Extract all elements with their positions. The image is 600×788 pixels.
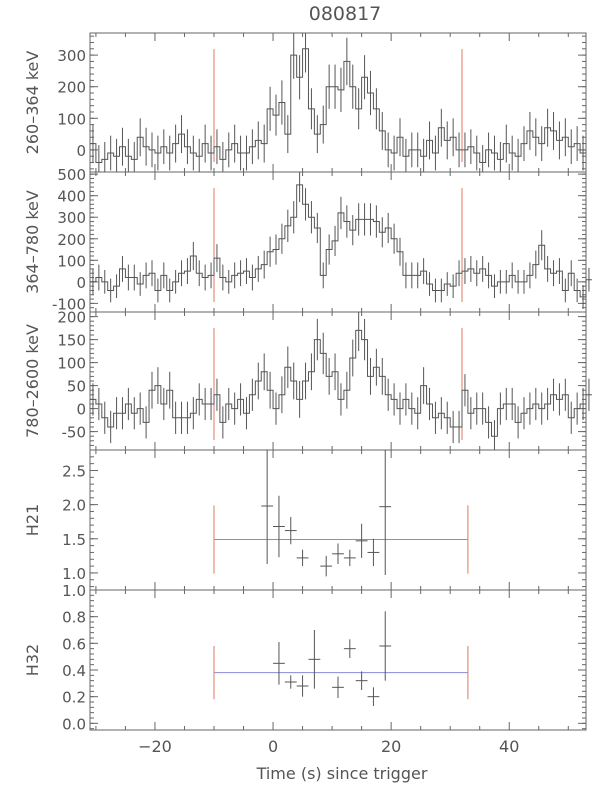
y-tick-label: 2.5 <box>62 462 86 480</box>
y-tick-label: 1.0 <box>62 565 86 583</box>
lightcurve-step <box>90 329 592 437</box>
y-tick-label: 300 <box>57 209 86 227</box>
y-tick-label: 100 <box>57 252 86 270</box>
y-tick-label: -50 <box>62 424 87 442</box>
panel-p2: -100 0 100 200 300 400 500 364–780 keV <box>23 166 592 313</box>
y-tick-label: 300 <box>57 47 86 65</box>
panel-p3: -50 0 50 100 150 200 780–2600 keV <box>23 309 592 451</box>
panel-frame <box>89 171 587 313</box>
y-axis-label: 260–364 keV <box>23 51 42 155</box>
x-tick-label: 20 <box>381 737 401 756</box>
panel-p4: 1.0 1.5 2.0 2.5 H21 <box>23 449 587 591</box>
y-tick-label: 2.0 <box>62 497 86 515</box>
y-tick-label: 50 <box>67 378 86 396</box>
panel-frame <box>89 589 587 731</box>
y-axis-label: 364–780 keV <box>23 190 42 294</box>
panel-p1: 0 100 200 300 260–364 keV <box>23 32 587 173</box>
y-tick-label: 0.6 <box>62 635 86 653</box>
lightcurve-step <box>90 48 586 164</box>
panel-frame <box>89 449 587 591</box>
x-tick-label: 40 <box>499 737 519 756</box>
y-tick-label: 0.4 <box>62 662 86 680</box>
y-tick-label: 1.5 <box>62 531 86 549</box>
y-tick-label: 100 <box>57 355 86 373</box>
y-tick-label: 0 <box>76 274 86 292</box>
y-axis-label: H21 <box>23 504 42 536</box>
y-tick-label: 0 <box>76 401 86 419</box>
y-tick-label: 500 <box>57 166 86 184</box>
y-tick-label: 0 <box>76 142 86 160</box>
y-tick-label: 200 <box>57 309 86 327</box>
x-tick-label: 0 <box>268 737 278 756</box>
y-axis-label: H32 <box>23 644 42 676</box>
y-tick-label: 200 <box>57 79 86 97</box>
y-tick-label: 100 <box>57 110 86 128</box>
y-tick-label: 200 <box>57 231 86 249</box>
y-tick-label: 150 <box>57 332 86 350</box>
x-axis-label: Time (s) since trigger <box>256 764 428 783</box>
y-tick-label: 0.2 <box>62 689 86 707</box>
y-axis-label: 780–2600 keV <box>23 324 42 438</box>
panel-p5: 0.0 0.2 0.4 0.6 0.8 1.0 H32 −20 0 20 40 <box>23 582 587 756</box>
y-tick-label: 400 <box>57 188 86 206</box>
y-tick-label: 0.0 <box>62 715 86 733</box>
y-tick-label: -100 <box>52 295 86 313</box>
x-tick-label: −20 <box>138 737 172 756</box>
lightcurve-step <box>90 184 592 298</box>
y-tick-label: 0.8 <box>62 609 86 627</box>
y-tick-label: 1.0 <box>62 582 86 600</box>
panel-frame <box>89 32 587 173</box>
chart-title: 080817 <box>309 3 382 25</box>
